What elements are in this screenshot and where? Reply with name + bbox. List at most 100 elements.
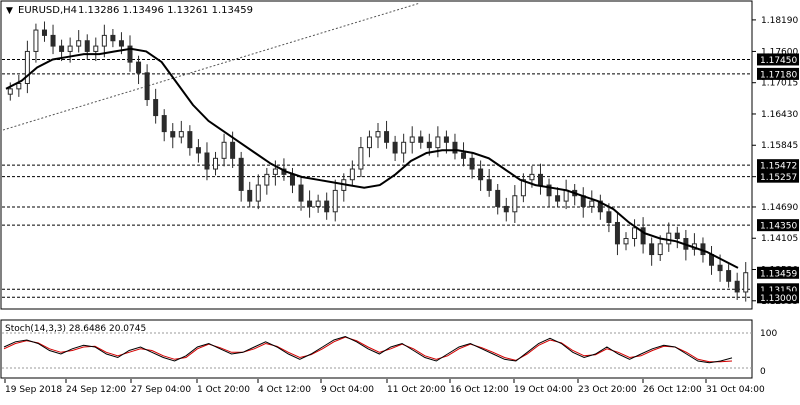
level-price-label: 1.13150: [760, 286, 797, 296]
candle-body: [315, 200, 321, 207]
candle-body: [486, 179, 492, 191]
candle-body: [674, 232, 680, 240]
price-tick-label: 1.16430: [761, 110, 798, 120]
candle-body: [426, 141, 432, 149]
candle-body: [178, 131, 184, 138]
candle-body: [170, 131, 176, 138]
candle-body: [204, 152, 210, 170]
candle-body: [546, 184, 552, 197]
candle-body: [597, 200, 603, 213]
candle-body: [144, 72, 150, 101]
stoch-main-line: [3, 335, 733, 364]
candle-body: [709, 254, 715, 266]
level-price-label: 1.14350: [760, 222, 797, 232]
candle-body: [503, 205, 509, 213]
candle-body: [76, 40, 82, 47]
time-tick-label: 11 Oct 20:00: [387, 385, 446, 395]
candle-body: [520, 179, 526, 197]
time-tick-label: 16 Oct 12:00: [450, 385, 509, 395]
candle-body: [495, 189, 501, 207]
triangle-down-icon[interactable]: ▼: [6, 6, 13, 16]
candle-body: [187, 131, 193, 149]
price-tick-label: 1.18190: [761, 16, 798, 26]
time-tick-label: 19 Sep 2018: [5, 385, 62, 395]
time-tick-label: 9 Oct 04:00: [321, 385, 374, 395]
price-tick-label: 1.14690: [761, 203, 798, 213]
candle-body: [349, 168, 355, 181]
time-tick-label: 19 Oct 04:00: [514, 385, 573, 395]
trendline: [2, 2, 421, 131]
candle-body: [84, 40, 90, 52]
candle-body: [392, 141, 398, 154]
candle-body: [461, 152, 467, 159]
level-price-label: 1.15257: [760, 173, 797, 183]
time-axis: 19 Sep 2018 24 Sep 12:00 27 Sep 04:00 1 Oct…: [4, 379, 765, 395]
candle-body: [221, 141, 227, 159]
candle-body: [452, 141, 458, 154]
price-tick-label: 1.14105: [761, 234, 798, 244]
candle-body: [478, 168, 484, 181]
candle-body: [59, 45, 65, 52]
candle-body: [289, 173, 295, 186]
time-tick-label: 26 Oct 12:00: [643, 385, 702, 395]
candle-body: [127, 45, 133, 63]
candle-body: [16, 83, 22, 90]
trendline-line[interactable]: [2, 2, 421, 131]
candle-body: [118, 40, 124, 47]
candle-body: [657, 243, 663, 256]
candle-body: [640, 227, 646, 245]
candle-body: [161, 115, 167, 133]
candle-body: [247, 189, 253, 202]
candle-body: [298, 184, 304, 202]
candle-body: [255, 184, 261, 202]
candle-body: [195, 147, 201, 154]
level-price-label: 1.17450: [760, 56, 797, 66]
candle-body: [50, 34, 56, 47]
current-price-label: 1.13459: [760, 269, 797, 279]
candle-body: [649, 243, 655, 256]
candle-body: [24, 50, 30, 85]
candle-body: [307, 200, 313, 207]
candle-body: [512, 195, 518, 213]
candle-body: [384, 131, 390, 143]
candle-body: [264, 173, 270, 186]
ohlc-values: 1.13286 1.13496 1.13261 1.13459: [78, 5, 253, 16]
candle-body: [213, 157, 219, 170]
stoch-label: Stoch(14,3,3) 28.6486 20.0745: [5, 324, 146, 334]
candle-body: [366, 136, 372, 149]
candle-body: [272, 168, 278, 175]
level-price-box: [757, 53, 799, 66]
level-price-box: [757, 159, 799, 172]
candle-body: [375, 131, 381, 138]
level-price-label: 1.17180: [760, 70, 797, 80]
candle-body: [666, 232, 672, 245]
candle-body: [332, 189, 338, 213]
candle-body: [401, 141, 407, 154]
level-price-box: [757, 291, 799, 304]
candle-body: [717, 264, 723, 272]
candle-body: [33, 29, 39, 52]
candle-body: [101, 34, 107, 47]
candle-body: [589, 200, 595, 207]
time-tick-label: 31 Oct 04:00: [706, 385, 765, 395]
level-price-box: [757, 67, 799, 80]
candle-body: [555, 195, 561, 202]
candle-body: [136, 61, 142, 74]
candle-body: [67, 45, 73, 52]
time-tick-label: 27 Sep 04:00: [131, 385, 191, 395]
candle-body: [606, 211, 612, 223]
candle-body: [435, 136, 441, 149]
current-price-box: [757, 266, 799, 279]
time-tick-label: 4 Oct 12:00: [258, 385, 311, 395]
osc-tick-0: 0: [760, 367, 766, 377]
main-plot-frame: [0, 0, 753, 310]
level-lines: [2, 58, 752, 298]
level-price-box: [757, 170, 799, 183]
oscillator-frame: [0, 319, 753, 379]
time-tick-label: 24 Sep 12:00: [66, 385, 126, 395]
level-price-label: 1.15472: [760, 162, 797, 172]
level-price-label: 1.13000: [760, 294, 797, 304]
stochastic-oscillator: [2, 332, 752, 369]
